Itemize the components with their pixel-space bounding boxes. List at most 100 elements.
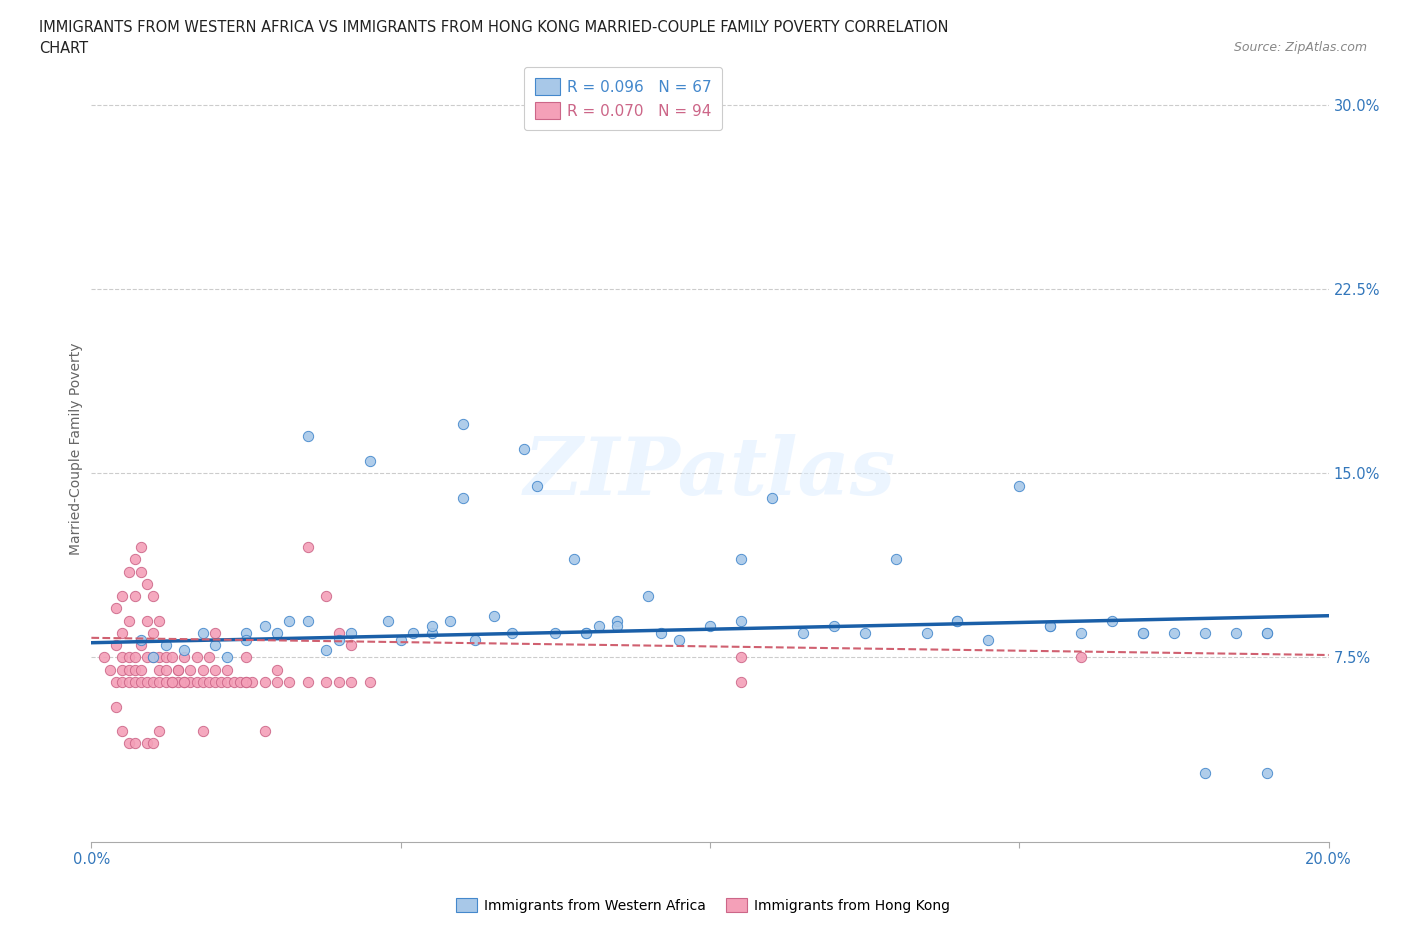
Point [1070, 650, 1092, 665]
Point [297, 674, 319, 689]
Point [173, 650, 195, 665]
Point [1039, 618, 1062, 633]
Text: ZIPatlas: ZIPatlas [524, 433, 896, 512]
Point [1256, 626, 1278, 641]
Text: IMMIGRANTS FROM WESTERN AFRICA VS IMMIGRANTS FROM HONG KONG MARRIED-COUPLE FAMIL: IMMIGRANTS FROM WESTERN AFRICA VS IMMIGR… [39, 20, 949, 35]
Point [730, 551, 752, 566]
Point [1039, 618, 1062, 633]
Point [235, 632, 257, 647]
Point [235, 650, 257, 665]
Legend: Immigrants from Western Africa, Immigrants from Hong Kong: Immigrants from Western Africa, Immigran… [450, 893, 956, 919]
Point [359, 454, 381, 469]
Point [439, 613, 461, 628]
Point [315, 643, 337, 658]
Point [129, 632, 152, 647]
Point [377, 613, 399, 628]
Point [562, 551, 585, 566]
Point [111, 650, 134, 665]
Point [167, 662, 190, 677]
Point [129, 539, 152, 554]
Point [142, 589, 165, 604]
Point [111, 724, 134, 738]
Point [129, 662, 152, 677]
Point [946, 613, 969, 628]
Point [148, 724, 170, 738]
Point [253, 674, 276, 689]
Point [142, 674, 165, 689]
Point [111, 662, 134, 677]
Point [340, 626, 363, 641]
Point [266, 626, 288, 641]
Point [111, 589, 134, 604]
Point [240, 674, 263, 689]
Point [588, 618, 610, 633]
Point [1256, 626, 1278, 641]
Point [402, 626, 425, 641]
Point [129, 638, 152, 653]
Point [1132, 626, 1154, 641]
Text: Source: ZipAtlas.com: Source: ZipAtlas.com [1233, 41, 1367, 54]
Point [209, 674, 232, 689]
Point [513, 442, 536, 457]
Point [105, 674, 128, 689]
Point [340, 638, 363, 653]
Point [884, 551, 907, 566]
Point [1194, 765, 1216, 780]
Point [730, 674, 752, 689]
Point [155, 674, 177, 689]
Point [575, 626, 598, 641]
Point [946, 613, 969, 628]
Point [253, 724, 276, 738]
Point [482, 608, 505, 623]
Point [111, 626, 134, 641]
Point [124, 650, 146, 665]
Point [278, 613, 301, 628]
Point [761, 490, 783, 505]
Point [977, 632, 1000, 647]
Point [235, 626, 257, 641]
Point [136, 736, 159, 751]
Point [730, 613, 752, 628]
Point [93, 650, 115, 665]
Point [191, 724, 214, 738]
Point [148, 662, 170, 677]
Point [420, 626, 443, 641]
Point [160, 650, 183, 665]
Point [451, 490, 474, 505]
Point [117, 674, 139, 689]
Point [148, 613, 170, 628]
Point [160, 674, 183, 689]
Point [204, 626, 226, 641]
Point [148, 650, 170, 665]
Point [526, 478, 548, 493]
Point [191, 674, 214, 689]
Point [823, 618, 845, 633]
Point [792, 626, 814, 641]
Point [105, 601, 128, 616]
Point [297, 429, 319, 444]
Point [544, 626, 567, 641]
Point [668, 632, 690, 647]
Point [853, 626, 876, 641]
Point [1132, 626, 1154, 641]
Point [315, 674, 337, 689]
Point [1225, 626, 1247, 641]
Point [186, 650, 208, 665]
Point [464, 632, 486, 647]
Point [1194, 626, 1216, 641]
Point [117, 736, 139, 751]
Text: CHART: CHART [39, 41, 89, 56]
Point [266, 662, 288, 677]
Point [1008, 478, 1031, 493]
Point [389, 632, 412, 647]
Point [235, 674, 257, 689]
Point [328, 626, 350, 641]
Point [253, 618, 276, 633]
Point [1163, 626, 1185, 641]
Point [167, 662, 190, 677]
Point [222, 674, 245, 689]
Point [1256, 765, 1278, 780]
Point [501, 626, 523, 641]
Point [179, 674, 201, 689]
Point [98, 662, 121, 677]
